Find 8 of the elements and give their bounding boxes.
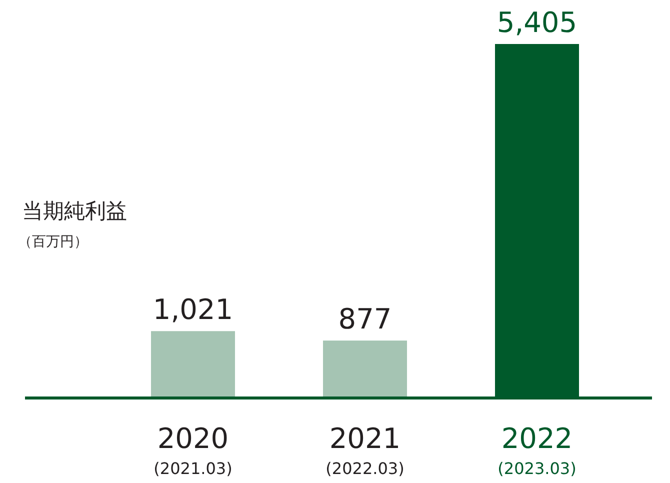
x-tick-label: 2020 (2021.03) <box>154 422 232 478</box>
data-label: 1,021 <box>152 293 234 326</box>
data-label: 5,405 <box>496 6 578 39</box>
x-tick-label: 2022 (2023.03) <box>498 422 576 478</box>
text: （百万円） <box>18 234 88 250</box>
data-label: 877 <box>338 302 392 336</box>
text: 当期純利益 <box>22 199 127 223</box>
x-tick-label: 2021 (2022.03) <box>326 422 404 478</box>
